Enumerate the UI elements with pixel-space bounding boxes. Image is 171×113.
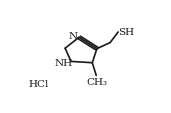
Text: N: N xyxy=(69,32,78,41)
Text: NH: NH xyxy=(54,59,72,68)
Text: SH: SH xyxy=(118,28,134,37)
Text: HCl: HCl xyxy=(28,80,49,88)
Text: CH₃: CH₃ xyxy=(86,77,107,86)
